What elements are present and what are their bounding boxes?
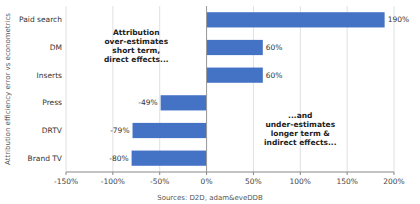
grid-line: [394, 6, 395, 172]
y-axis-label: Attribution efficiency error vs economet…: [4, 13, 12, 165]
category-label: Inserts: [37, 71, 63, 80]
annotation-line: longer term &: [271, 129, 331, 138]
bar: [207, 68, 263, 83]
data-label: -79%: [110, 126, 129, 135]
x-axis-line: [66, 172, 394, 173]
tick-label: -50%: [150, 177, 169, 186]
data-label: -49%: [138, 98, 157, 107]
chart: -150% -100% -50% 0% 50% 100% 150% 200% -80% -79% -…: [0, 0, 420, 204]
annotation-line: short term,: [112, 46, 160, 55]
annotation-line: over-estimates: [104, 37, 168, 46]
grid-line: [66, 6, 67, 172]
annotation: ...andunder-estimateslonger term &indire…: [264, 111, 337, 147]
tick-label: 200%: [383, 177, 404, 186]
bar: [133, 123, 207, 138]
annotation-line: direct effects...: [104, 55, 169, 64]
grid-line: [347, 6, 348, 172]
tick-label: 150%: [336, 177, 357, 186]
data-label: 60%: [266, 71, 283, 80]
zero-line: [206, 6, 207, 172]
annotation-line: under-estimates: [265, 120, 335, 129]
data-label: 190%: [388, 15, 409, 24]
data-label: 60%: [266, 43, 283, 52]
category-label: DM: [50, 43, 62, 52]
tick-label: 50%: [245, 177, 262, 186]
data-label: -80%: [109, 154, 128, 163]
annotation-line: Attribution: [113, 28, 160, 37]
annotation-line: ...and: [288, 111, 312, 120]
category-label: Brand TV: [28, 154, 63, 163]
tick-label: 100%: [290, 177, 311, 186]
source: Sources: D2D, adam&eveDDB: [157, 194, 263, 202]
bar: [161, 95, 207, 110]
bars: [132, 12, 385, 166]
grid-line: [206, 6, 207, 172]
bar: [207, 40, 263, 55]
tick-label: -100%: [101, 177, 125, 186]
tick-label: 0%: [201, 177, 213, 186]
grid-line: [300, 6, 301, 172]
tick-label: -150%: [54, 177, 78, 186]
bar: [207, 12, 385, 27]
category-label: DRTV: [42, 126, 63, 135]
category-label: Paid search: [19, 15, 62, 24]
bar: [132, 151, 207, 166]
grid-line: [253, 6, 254, 172]
annotation-line: indirect effects...: [264, 138, 337, 147]
category-label: Press: [42, 98, 62, 107]
annotation: Attributionover-estimatesshort term,dire…: [104, 28, 169, 64]
